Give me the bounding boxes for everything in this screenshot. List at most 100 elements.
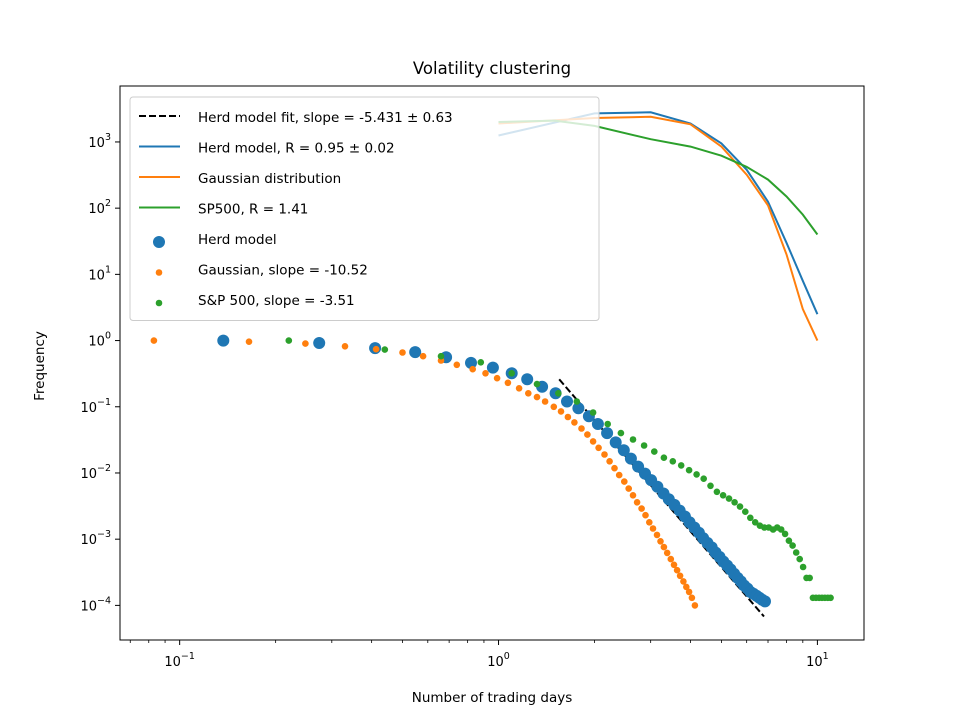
series-5-point-39 [660,543,668,551]
series-5-point-38 [657,538,664,545]
series-5-point-0 [150,337,158,344]
series-6-point-5 [533,380,541,388]
x-tick-label-1: 100 [487,651,510,670]
series-6-point-3 [477,359,485,366]
series-6-point-19 [700,475,707,483]
series-6-point-28 [751,519,759,526]
series-5-point-44 [676,572,684,580]
series-5-point-20 [571,419,578,426]
series-6-point-25 [736,503,744,510]
series-5-point-11 [493,374,501,382]
series-5-point-41 [667,555,675,563]
series-5-point-15 [533,393,541,401]
series-5-point-37 [653,531,661,539]
series-6-point-14 [660,454,668,462]
series-4-point-5 [465,356,477,369]
axes: 10−1 100 101 10−4 10−3 10−2 10−1 100 101 102 103 [80,132,828,670]
series-5-point-17 [550,403,558,411]
series-5-point-3 [341,343,349,350]
series-6-point-24 [731,499,738,506]
series-6-point-21 [713,488,721,496]
y-tick-label-4: 100 [88,331,111,350]
series-4-point-12 [572,402,585,415]
series-6-point-37 [789,542,796,549]
series-6-point-1 [381,346,389,353]
series-6-point-16 [677,462,685,469]
series-5-point-46 [683,583,690,591]
legend-label-5: Gaussian, slope = -10.52 [198,263,368,279]
series-5-point-8 [453,361,461,369]
series-6-point-10 [617,429,625,437]
x-axis-label: Number of trading days [412,690,573,706]
y-tick-label-0: 10−4 [80,595,111,614]
legend: Herd model fit, slope = -5.431 ± 0.63 Her… [129,96,600,321]
legend-marker-5 [155,269,163,276]
legend-label-3: SP500, R = 1.41 [198,202,308,218]
series-6-point-2 [437,352,445,360]
series-6-point-7 [573,398,581,405]
series-4-point-49 [759,595,771,608]
series-5-point-49 [691,602,699,609]
series-5-point-14 [525,390,532,397]
series-4-point-8 [521,373,534,386]
y-tick-label-6: 102 [88,198,111,217]
series-5-point-23 [589,438,597,445]
series-5-point-43 [673,566,681,574]
legend-marker-6 [155,299,163,307]
series-6-point-13 [651,448,658,455]
series-6-point-35 [781,530,789,538]
series-5-point-12 [504,379,512,387]
series-4-point-0 [217,334,230,347]
series-line-1 [498,111,819,315]
series-5-point-13 [515,385,523,392]
series-5-point-29 [621,478,628,485]
series-5-point-5 [399,349,406,356]
series-5-point-10 [482,370,489,377]
series-6-point-4 [508,370,515,377]
y-tick-label-5: 101 [88,264,111,283]
series-5-point-16 [541,398,549,405]
series-6-point-9 [604,420,611,428]
series-6-point-18 [693,471,700,478]
series-6-point-40 [799,563,807,571]
series-6-point-17 [685,466,693,474]
y-tick-label-7: 103 [88,132,111,151]
series-5-point-42 [670,561,678,569]
series-5-point-47 [685,588,693,596]
series-5-point-33 [638,505,645,512]
series-5-point-2 [302,340,309,347]
series-6-point-15 [669,458,677,465]
y-axis-label: Frequency [32,331,48,401]
series-4-point-17 [617,444,630,457]
series-5-point-21 [578,425,585,432]
series-6-point-39 [796,555,803,563]
series-5-point-9 [469,365,477,373]
series-6-point-42 [806,574,813,582]
series-6-point-36 [785,537,793,544]
legend-box [129,96,600,321]
series-5-point-24 [595,444,602,452]
legend-label-0: Herd model fit, slope = -5.431 ± 0.63 [198,110,453,126]
y-tick-label-2: 10−2 [80,463,111,482]
chart-title: Volatility clustering [413,59,571,78]
series-6-point-38 [792,549,800,556]
y-tick-label-1: 10−3 [80,529,111,548]
series-6-point-20 [707,482,714,490]
series-5-point-26 [606,458,613,465]
series-4-point-16 [609,436,622,449]
series-6-point-8 [589,409,597,416]
series-6-point-26 [742,508,749,515]
series-6-point-22 [719,492,727,499]
series-4-point-14 [591,418,604,430]
series-4-point-11 [561,395,573,408]
plot-area [150,111,834,618]
series-5-point-25 [601,451,608,458]
legend-label-6: S&P 500, slope = -3.51 [198,293,355,309]
series-6-point-0 [285,337,293,344]
series-6-point-27 [747,514,754,522]
series-6-point-49 [827,594,834,602]
legend-label-2: Gaussian distribution [198,171,341,187]
x-tick-label-0: 10−1 [164,651,195,670]
series-5-point-35 [646,519,653,526]
